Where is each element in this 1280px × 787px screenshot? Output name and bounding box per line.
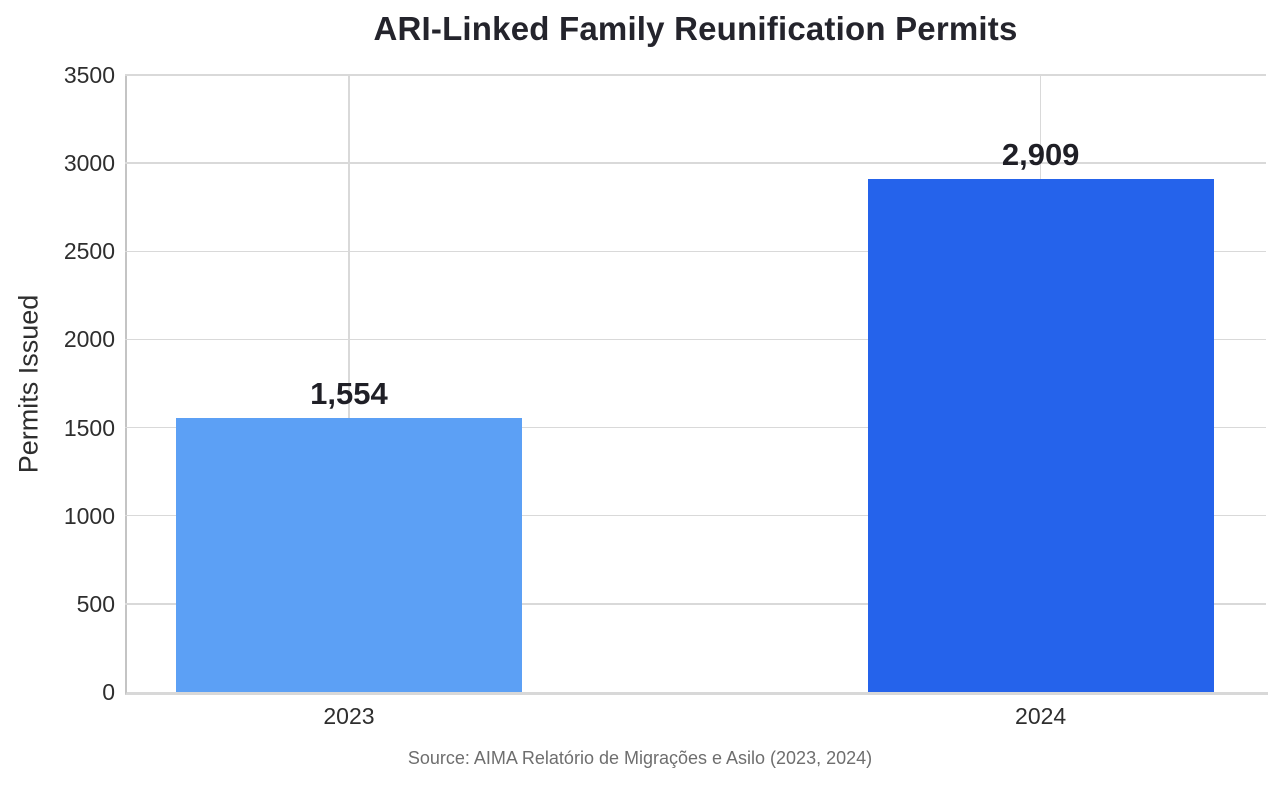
gridline-horizontal [125,338,1266,341]
y-tick-label: 2000 [63,326,115,353]
gridline-horizontal [125,426,1266,429]
bar-value-label: 2,909 [1001,137,1080,173]
source-note: Source: AIMA Relatório de Migrações e As… [407,748,873,768]
gridline-horizontal [125,514,1266,517]
y-tick-label: 500 [76,590,115,617]
bar-2023 [175,418,522,692]
y-tick-label: 1500 [63,414,115,441]
y-tick-label: 0 [102,679,115,705]
x-tick-label: 2024 [1015,703,1067,729]
plot-area [125,75,1268,695]
y-tick-label: 2500 [63,238,115,265]
gridline-vertical [348,75,350,692]
chart-title: ARI-Linked Family Reunification Permits [373,10,1018,47]
bar-value-label: 1,554 [310,376,388,412]
y-tick-label: 3000 [63,150,115,177]
gridline-horizontal [125,162,1266,164]
x-tick-label: 2023 [323,703,375,729]
gridline-horizontal [125,603,1266,605]
gridline-horizontal [125,74,1266,76]
gridline-horizontal [125,250,1266,253]
y-axis-label: Permits Issued [13,294,44,474]
y-tick-label: 1000 [63,502,115,529]
bar-2024 [867,179,1214,692]
y-tick-label: 3500 [63,62,115,88]
